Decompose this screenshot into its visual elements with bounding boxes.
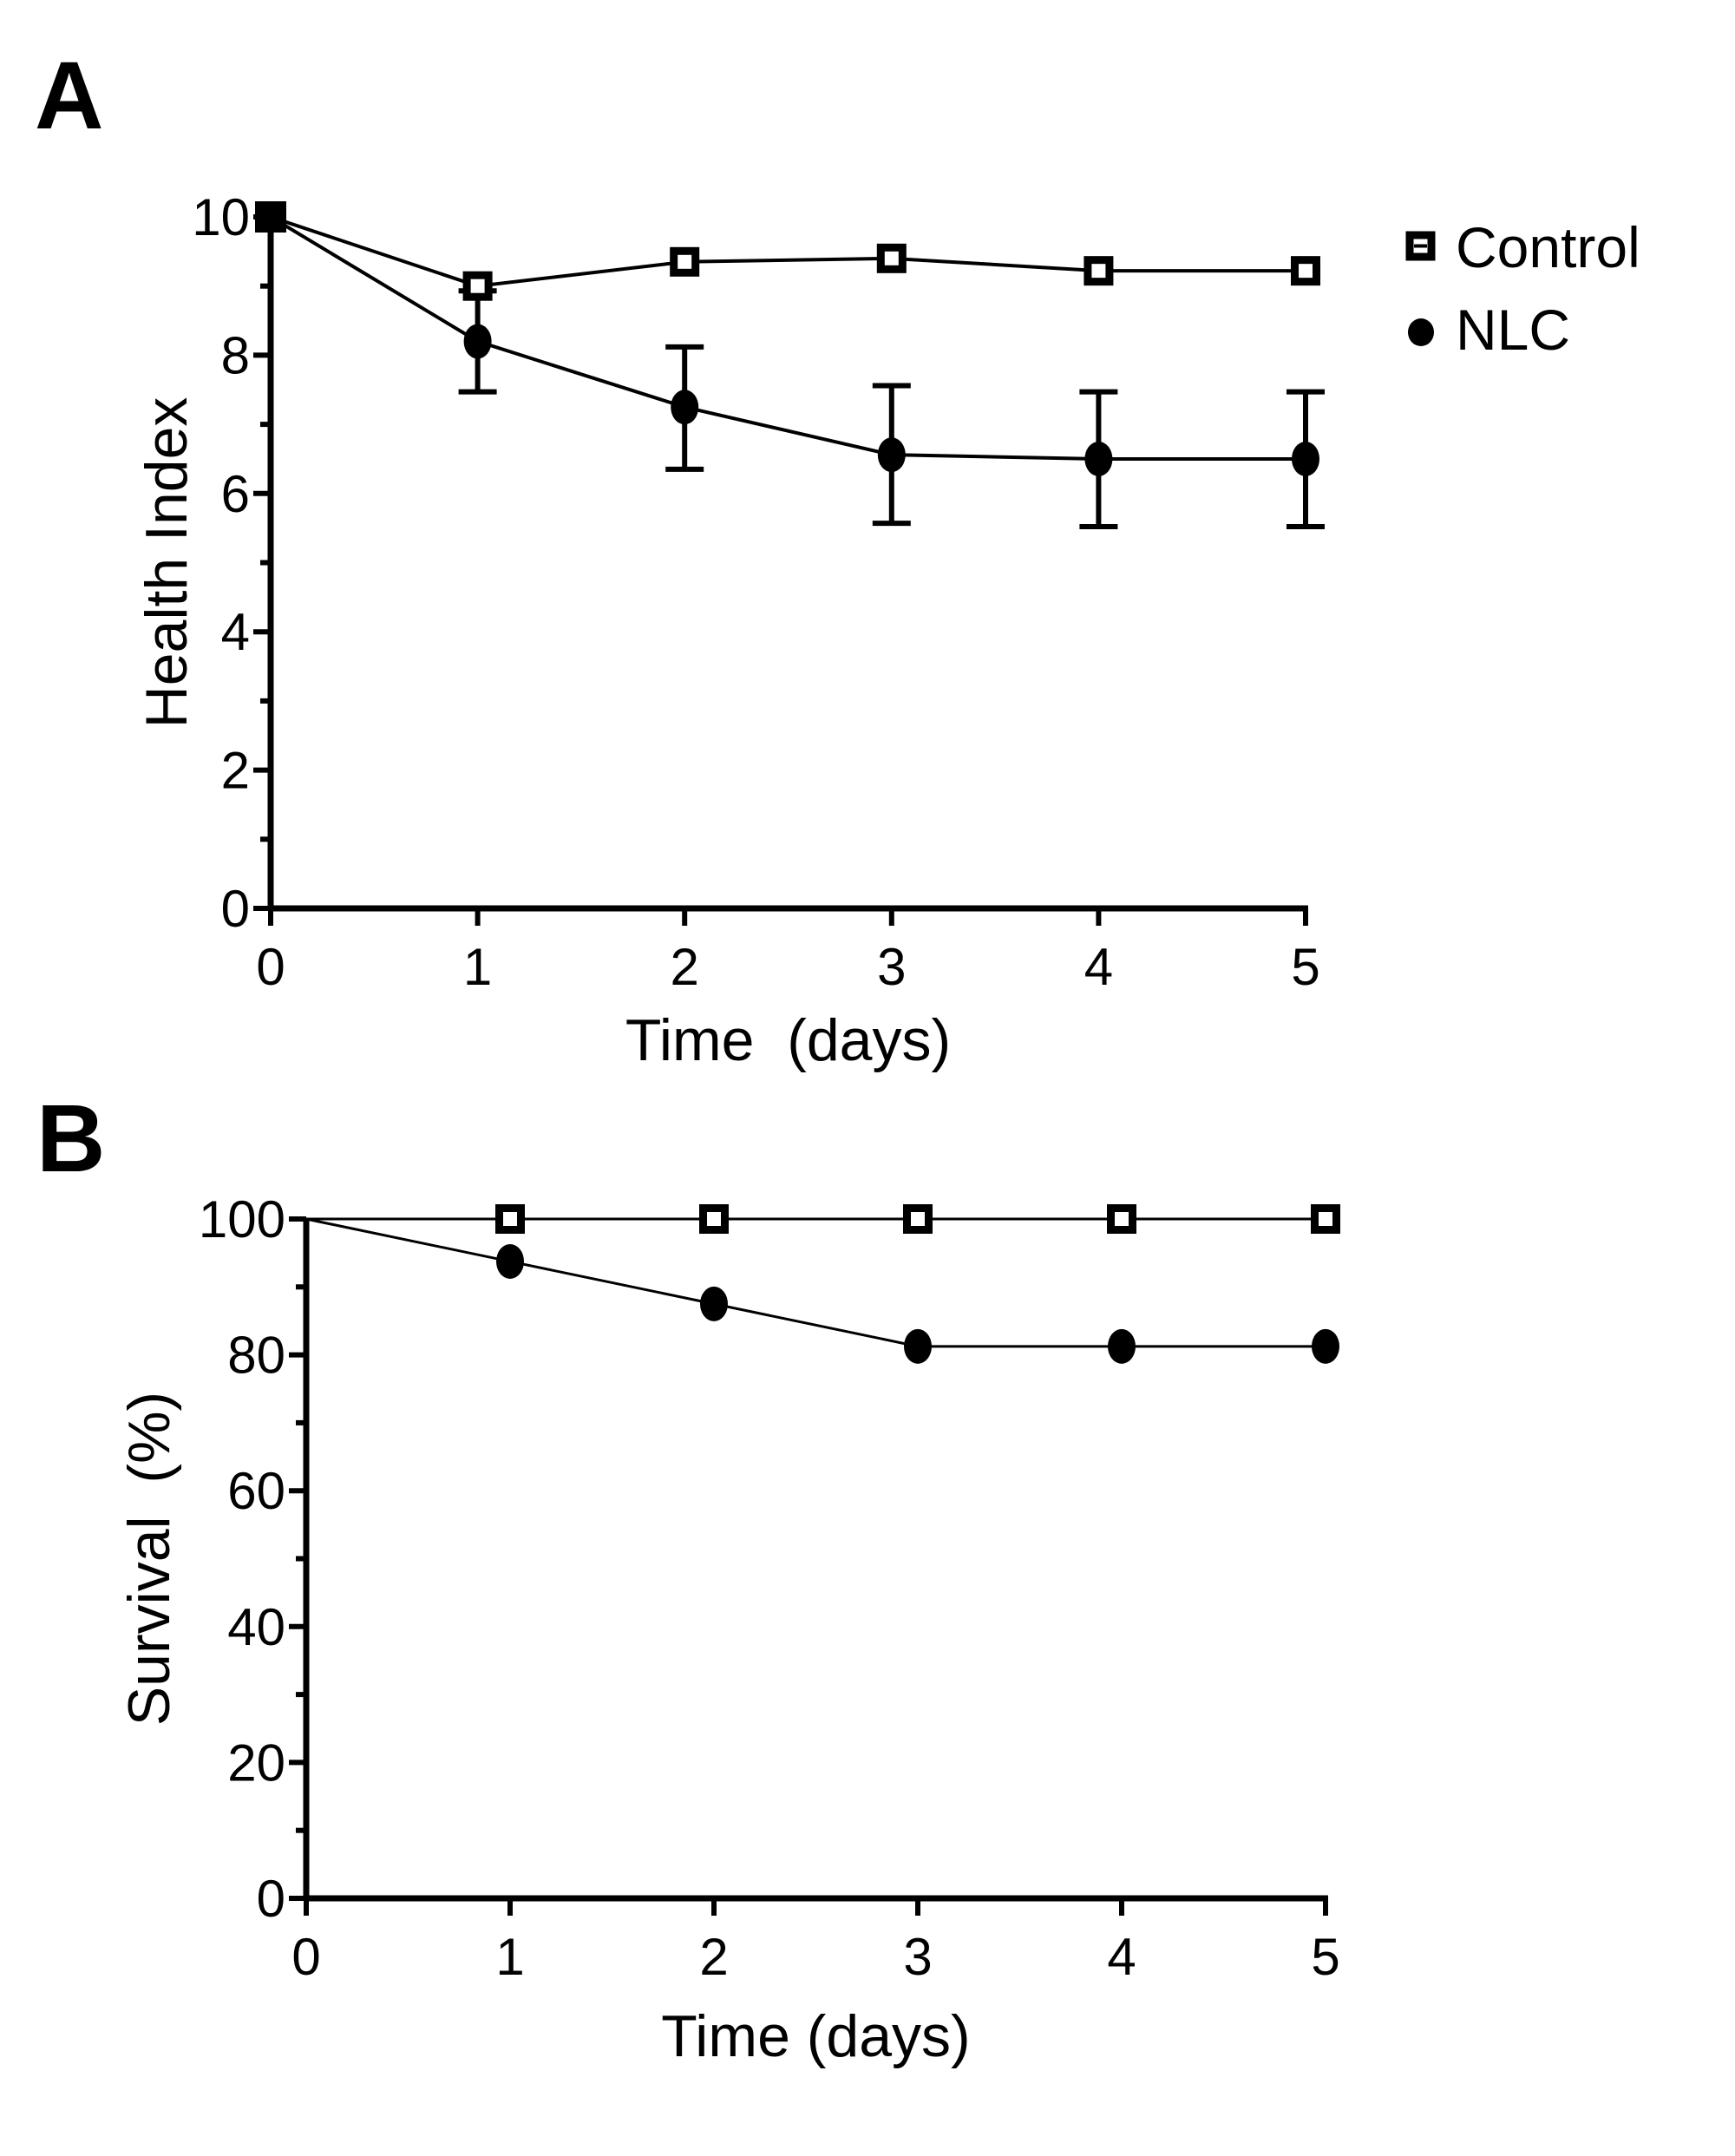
panel-a-plot: 0 2 4 6 8 10 0 1 2 3 4 5 Time (days) Health Index bbox=[134, 188, 1325, 1073]
panel-a-control-line bbox=[270, 215, 1306, 288]
panel-a-nlc-point bbox=[671, 390, 699, 425]
panel-b-x-tick-label: 5 bbox=[1311, 1928, 1339, 1986]
panel-b-axes: 0 20 40 60 80 100 0 1 2 3 4 5 bbox=[199, 1190, 1340, 1986]
legend-label-control: Control bbox=[1456, 215, 1640, 279]
panel-a-control-point bbox=[876, 243, 907, 273]
panel-a-x-tick-label: 2 bbox=[671, 938, 699, 996]
panel-b-nlc-point bbox=[1312, 1328, 1339, 1364]
panel-a-nlc-line bbox=[269, 215, 1306, 461]
panel-a-y-axis-title: Health Index bbox=[134, 397, 200, 729]
panel-a-y-tick-label: 6 bbox=[221, 465, 250, 523]
legend-item-nlc: NLC bbox=[1408, 298, 1570, 362]
panel-a-control-point bbox=[462, 271, 493, 301]
panel-b-control-point bbox=[495, 1204, 525, 1234]
panel-a-nlc-point bbox=[877, 437, 906, 473]
panel-a-y-tick-label: 8 bbox=[221, 326, 250, 384]
legend: Control NLC bbox=[1405, 215, 1640, 362]
legend-label-nlc: NLC bbox=[1456, 298, 1570, 362]
panel-a-control-point bbox=[255, 201, 286, 233]
panel-letter-a: A bbox=[35, 43, 103, 149]
panel-b-x-tick-label: 2 bbox=[699, 1928, 728, 1986]
panel-b-nlc-point bbox=[700, 1286, 728, 1321]
open-square-icon bbox=[1405, 231, 1436, 261]
panel-b-nlc-point bbox=[904, 1328, 932, 1364]
legend-nlc-circle bbox=[1408, 318, 1434, 346]
panel-b-x-tick-label: 0 bbox=[291, 1928, 320, 1986]
panel-b-y-axis-title: Survival (%) bbox=[116, 1392, 182, 1726]
panel-b-x-tick-label: 1 bbox=[495, 1928, 524, 1986]
panel-letter-b: B bbox=[36, 1085, 105, 1192]
panel-b-control-point bbox=[903, 1204, 933, 1234]
panel-a-y-tick-label: 10 bbox=[192, 188, 250, 246]
panel-a-x-tick-label: 3 bbox=[877, 938, 906, 996]
panel-b-series bbox=[305, 1204, 1340, 1364]
panel-a-x-axis-title: Time (days) bbox=[625, 1007, 951, 1073]
panel-b-y-tick-label: 0 bbox=[257, 1870, 285, 1928]
panel-a-series bbox=[255, 201, 1325, 530]
panel-b-nlc-point bbox=[1108, 1328, 1136, 1364]
panel-a-control-point bbox=[670, 246, 700, 277]
panel-a-x-tick-label: 0 bbox=[256, 938, 285, 996]
panel-a-control-point bbox=[1291, 256, 1320, 286]
panel-b-y-tick-label: 60 bbox=[227, 1462, 285, 1520]
legend-item-control: Control bbox=[1405, 215, 1640, 279]
panel-a-x-tick-label: 4 bbox=[1084, 938, 1113, 996]
panel-a-y-tick-label: 2 bbox=[221, 742, 250, 800]
panel-a-nlc-point bbox=[1084, 441, 1113, 476]
panel-b-control-point bbox=[699, 1204, 729, 1234]
panel-a-control-point bbox=[1084, 256, 1114, 286]
panel-a-y-tick-label: 0 bbox=[221, 880, 250, 938]
panel-a-nlc-point bbox=[463, 324, 492, 359]
panel-b-control-point bbox=[1107, 1204, 1136, 1234]
panel-a-axes: 0 2 4 6 8 10 0 1 2 3 4 5 bbox=[192, 188, 1319, 996]
panel-b-nlc-point bbox=[496, 1243, 524, 1279]
panel-b-plot: 0 20 40 60 80 100 0 1 2 3 4 5 Time (days) Survival … bbox=[116, 1190, 1340, 2069]
panel-b-control-point bbox=[1311, 1204, 1340, 1234]
panel-b-y-tick-label: 20 bbox=[227, 1733, 285, 1792]
panel-b-x-tick-label: 4 bbox=[1107, 1928, 1136, 1986]
filled-circle-icon bbox=[1408, 318, 1434, 346]
panel-b-x-axis-title: Time (days) bbox=[661, 2003, 970, 2069]
panel-b-nlc-line bbox=[305, 1217, 1326, 1348]
panel-b-y-tick-label: 100 bbox=[199, 1190, 285, 1248]
panel-a-nlc-point bbox=[1292, 441, 1319, 476]
panel-a-y-tick-label: 4 bbox=[221, 603, 250, 661]
panel-b-x-tick-label: 3 bbox=[903, 1928, 932, 1986]
panel-b-y-tick-label: 80 bbox=[227, 1327, 285, 1385]
panel-a-x-tick-label: 5 bbox=[1291, 938, 1319, 996]
panel-a-x-tick-label: 1 bbox=[463, 938, 492, 996]
panel-b-y-tick-label: 40 bbox=[227, 1598, 285, 1656]
